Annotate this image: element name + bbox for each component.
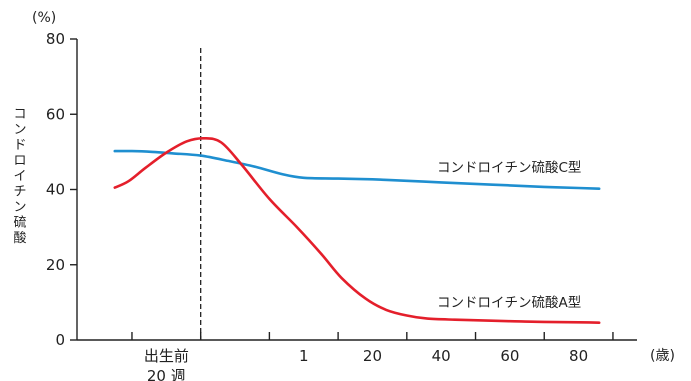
y-label-char: 酸: [13, 231, 26, 246]
series-label: コンドロイチン硫酸C型: [437, 160, 581, 176]
y-label-char: ロ: [13, 154, 26, 169]
y-label-char: コ: [13, 107, 26, 122]
y-label-char: チ: [13, 185, 26, 200]
series-label: コンドロイチン硫酸A型: [437, 295, 581, 311]
y-label-char: ド: [13, 138, 26, 153]
y-label-char: 硫: [13, 216, 26, 231]
y-tick-label: 0: [55, 331, 65, 349]
y-tick-label: 20: [46, 256, 65, 274]
y-tick-label: 40: [46, 181, 65, 199]
x-tick-label: 20: [363, 347, 382, 365]
series-line: [113, 149, 601, 190]
y-label-char: ン: [13, 123, 26, 138]
x-tick-label: 出生前 20 週: [144, 347, 189, 381]
x-axis-ticks: 出生前 20 週 1 20 40 60 80: [131, 332, 614, 381]
y-label-char: ン: [13, 200, 26, 215]
x-tick-label: 1: [299, 347, 309, 365]
y-axis-ticks: 0 20 40 60 80: [46, 30, 77, 349]
x-axis-unit: (歳): [650, 348, 675, 364]
x-tick-label: 80: [569, 347, 588, 365]
y-axis-label: コンドロイチン硫酸: [13, 107, 26, 246]
y-label-char: イ: [13, 169, 26, 184]
y-axis-unit: (%): [32, 10, 56, 26]
x-tick-label: 60: [500, 347, 519, 365]
y-tick-label: 60: [46, 105, 65, 123]
y-tick-label: 80: [46, 30, 65, 48]
series-line: [113, 136, 601, 324]
x-tick-label: 40: [432, 347, 451, 365]
